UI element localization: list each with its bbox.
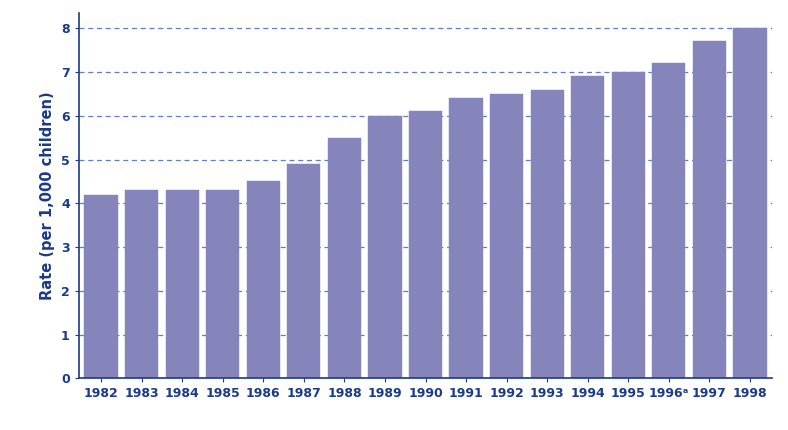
Bar <box>165 190 199 378</box>
Bar <box>449 98 483 378</box>
Bar <box>125 190 158 378</box>
Bar <box>611 72 645 378</box>
Y-axis label: Rate (per 1,000 children): Rate (per 1,000 children) <box>40 91 55 300</box>
Bar <box>247 181 280 378</box>
Bar <box>490 94 523 378</box>
Bar <box>84 194 117 378</box>
Bar <box>693 41 726 378</box>
Bar <box>206 190 240 378</box>
Bar <box>288 164 321 378</box>
Bar <box>328 138 361 378</box>
Bar <box>571 77 604 378</box>
Bar <box>530 89 563 378</box>
Bar <box>734 28 767 378</box>
Bar <box>652 63 686 378</box>
Bar <box>368 116 402 378</box>
Bar <box>409 111 442 378</box>
